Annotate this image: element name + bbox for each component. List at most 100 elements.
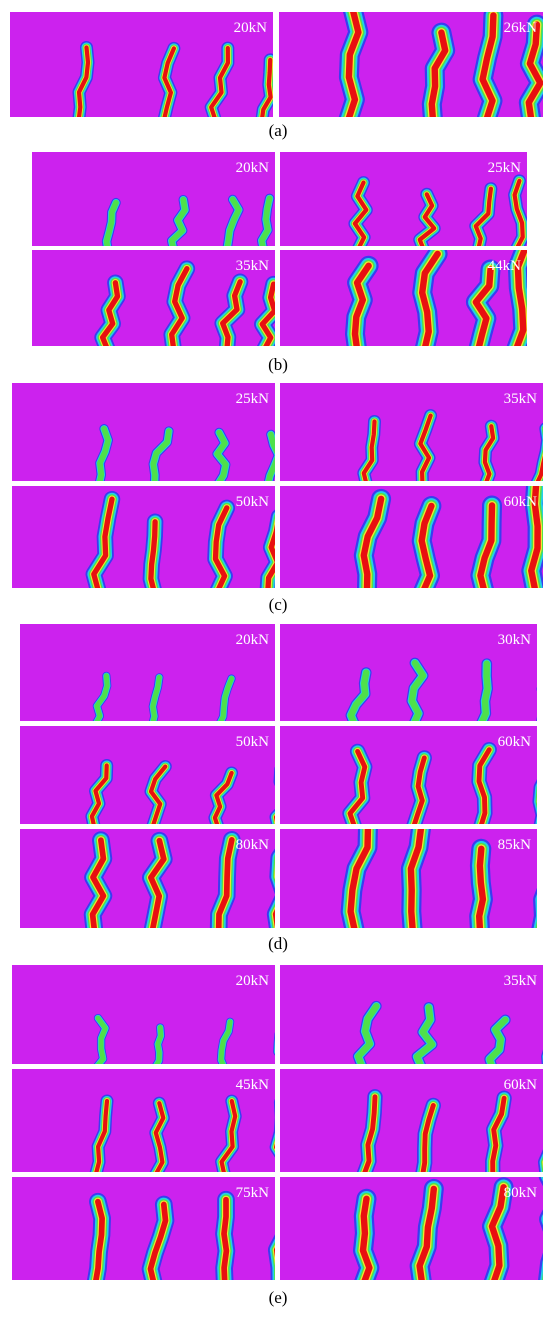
crack: [478, 660, 491, 721]
crack: [535, 785, 537, 824]
crack: [352, 180, 369, 246]
crack: [525, 21, 543, 117]
crack: [89, 837, 107, 928]
contour-image: 60kN: [280, 1069, 550, 1177]
crack: [148, 837, 167, 928]
crack: [219, 1099, 238, 1172]
crack: [162, 46, 176, 117]
crack: [168, 196, 188, 246]
crack: [224, 196, 242, 246]
crack: [359, 1195, 373, 1280]
load-label: 50kN: [236, 494, 270, 510]
load-label: 20kN: [236, 632, 270, 648]
contour-image: 30kN: [280, 624, 550, 726]
crack: [533, 893, 537, 928]
crack: [150, 428, 172, 481]
contour-image: 50kN: [12, 486, 275, 588]
crack: [347, 748, 368, 824]
contour-image: 20kN: [32, 152, 275, 246]
crack: [258, 195, 273, 246]
background: [280, 383, 543, 481]
crack: [360, 495, 385, 588]
crack: [547, 1007, 550, 1069]
crack: [541, 664, 550, 726]
contour-image: 20kN: [10, 12, 273, 117]
crack: [531, 887, 537, 928]
contour-image: 80kN: [20, 829, 275, 928]
crack: [413, 1004, 436, 1064]
contour-image: 80kN: [280, 1177, 543, 1280]
crack: [218, 1019, 233, 1064]
crack: [408, 659, 427, 721]
panel-caption: (a): [269, 121, 288, 140]
crack: [260, 57, 273, 117]
contour-image: 35kN: [280, 383, 543, 481]
crack: [537, 1149, 543, 1172]
background: [20, 624, 275, 721]
contour-image: 20kN: [12, 965, 275, 1064]
crack: [473, 186, 493, 246]
crack: [94, 1098, 110, 1172]
load-label: 35kN: [504, 391, 538, 407]
load-label: 45kN: [236, 1077, 270, 1093]
crack: [265, 524, 275, 588]
background: [280, 726, 537, 824]
crack: [419, 250, 441, 346]
crack: [99, 280, 121, 346]
contour-image: 25kN: [280, 152, 527, 246]
load-label: 50kN: [236, 734, 270, 750]
crack: [362, 1094, 378, 1172]
crack: [472, 266, 494, 346]
crack: [148, 764, 168, 824]
crack: [512, 178, 525, 246]
crack: [147, 1201, 169, 1280]
background: [12, 383, 275, 481]
contour-image: 85kN: [280, 829, 537, 928]
contour-image: 20kN: [20, 624, 275, 721]
crack: [541, 1156, 543, 1172]
crack: [259, 281, 275, 346]
crack: [220, 279, 243, 346]
load-label: 20kN: [234, 20, 268, 36]
crack: [95, 1015, 108, 1064]
contour-image: 26kN: [279, 12, 543, 117]
crack: [539, 1153, 543, 1172]
load-label: 75kN: [236, 1185, 270, 1201]
load-label: 20kN: [236, 973, 270, 989]
load-label: 25kN: [236, 391, 270, 407]
crack: [546, 1103, 550, 1177]
crack: [532, 779, 537, 824]
crack: [420, 1102, 436, 1172]
contour-image: 50kN: [20, 726, 275, 824]
crack: [490, 1095, 507, 1172]
crack: [93, 1198, 105, 1280]
load-label: 60kN: [498, 734, 532, 750]
load-label: 20kN: [236, 160, 270, 176]
panel-caption: (e): [269, 1288, 288, 1307]
crack: [535, 920, 537, 928]
crack: [486, 1016, 509, 1064]
crack: [361, 419, 377, 481]
load-label: 26kN: [504, 20, 538, 36]
load-label: 60kN: [504, 1077, 538, 1093]
contour-image: 45kN: [12, 1069, 275, 1172]
crack: [418, 413, 433, 481]
crack: [534, 782, 537, 824]
crack: [477, 502, 496, 588]
crack: [345, 12, 362, 117]
crack: [540, 760, 550, 829]
crack: [148, 519, 158, 588]
crack: [416, 1185, 437, 1280]
background: [12, 965, 275, 1064]
crack: [536, 796, 537, 804]
crack: [411, 755, 427, 824]
crack: [417, 192, 437, 246]
contour-image: 35kN: [32, 250, 275, 346]
crack: [542, 1159, 543, 1170]
crack: [150, 674, 162, 721]
load-label: 25kN: [488, 160, 522, 176]
load-label: 85kN: [498, 837, 532, 853]
crack: [91, 496, 115, 588]
panel-caption: (c): [269, 595, 288, 614]
